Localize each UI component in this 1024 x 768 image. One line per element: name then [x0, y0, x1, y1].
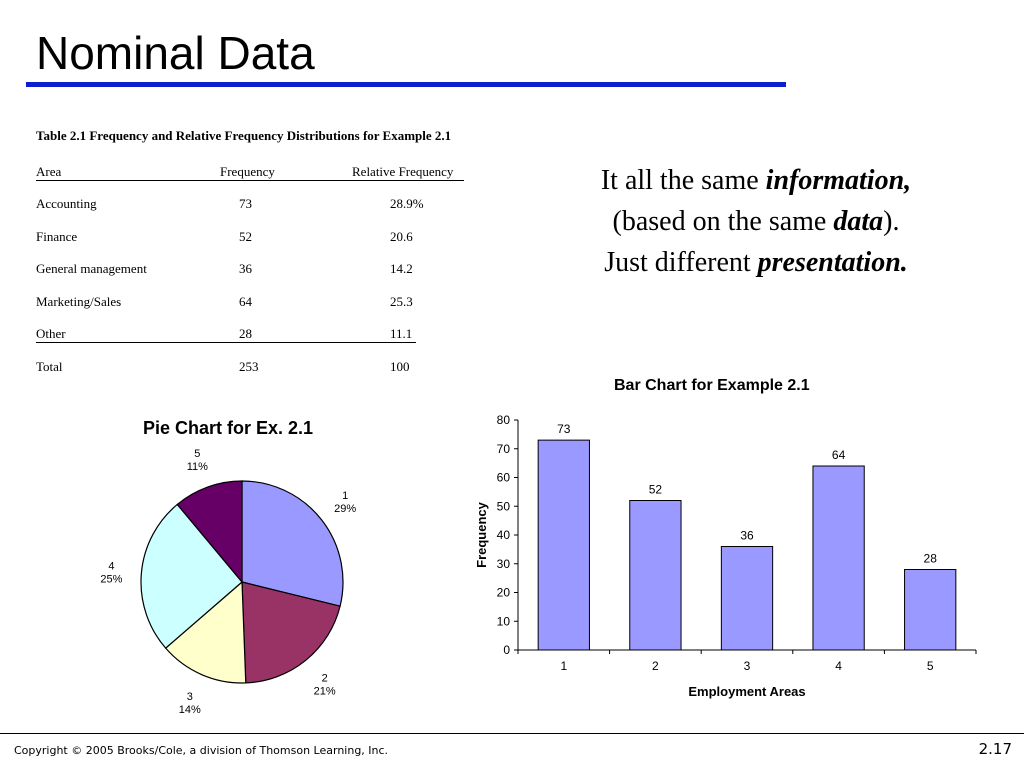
pie-percent-label: 14% — [179, 704, 201, 716]
cell-relative-frequency: 14.2 — [390, 261, 413, 276]
header-area: Area — [36, 164, 62, 179]
bar-data-label: 52 — [649, 483, 663, 497]
cell-frequency: 253 — [239, 359, 259, 374]
key-message: It all the same information, (based on t… — [556, 160, 956, 283]
cell-frequency: 64 — [239, 294, 252, 309]
x-tick-label: 3 — [744, 659, 751, 673]
slide-title: Nominal Data — [36, 27, 315, 79]
x-tick-label: 1 — [560, 659, 567, 673]
cell-area: Accounting — [36, 196, 97, 211]
pie-percent-label: 25% — [100, 573, 122, 585]
pie-slice — [241, 480, 344, 607]
message-text: It all the same — [600, 165, 766, 196]
message-line-2: (based on the same data). — [556, 201, 956, 242]
footer-divider — [0, 733, 1024, 734]
bar — [812, 465, 865, 651]
table-header: Area Frequency Relative Frequency — [36, 164, 466, 182]
header-frequency: Frequency — [220, 164, 275, 179]
table-row: Accounting 73 28.9% — [36, 196, 466, 214]
header-relative-frequency: Relative Frequency — [352, 164, 454, 179]
y-axis-title: Frequency — [474, 501, 489, 568]
message-line-1: It all the same information, — [556, 160, 956, 201]
table-row: Other 28 11.1 — [36, 326, 466, 344]
cell-relative-frequency: 20.6 — [390, 229, 413, 244]
bar-data-label: 36 — [740, 529, 754, 543]
pie-category-label: 3 — [187, 691, 193, 703]
message-text: Just different — [604, 247, 758, 278]
cell-relative-frequency: 11.1 — [390, 326, 413, 341]
pie-chart: 129% 221% 314% 425% 511% — [100, 448, 356, 716]
bar-data-label: 64 — [832, 448, 846, 462]
title-underline — [26, 82, 786, 87]
pie-chart-title: Pie Chart for Ex. 2.1 — [143, 418, 314, 438]
pie-category-label: 1 — [342, 490, 348, 502]
pie-percent-label: 21% — [314, 686, 336, 698]
message-emphasis: presentation. — [757, 247, 908, 278]
cell-relative-frequency: 100 — [390, 359, 410, 374]
table-row: General management 36 14.2 — [36, 261, 466, 279]
y-tick-label: 10 — [497, 614, 511, 628]
message-line-3: Just different presentation. — [556, 242, 956, 283]
pie-percent-label: 11% — [187, 461, 208, 473]
y-tick-label: 0 — [503, 643, 510, 657]
pie-category-label: 5 — [194, 448, 200, 460]
bar-data-label: 28 — [924, 552, 938, 566]
bar-chart: 0 10 20 30 40 50 60 70 80 73 1 52 2 36 3 64 4 28 5 Employme… — [474, 413, 977, 699]
cell-frequency: 73 — [239, 196, 252, 211]
table-row: Finance 52 20.6 — [36, 229, 466, 247]
y-tick-label: 50 — [497, 499, 511, 513]
y-tick-label: 30 — [497, 557, 511, 571]
x-tick-label: 2 — [652, 659, 659, 673]
cell-area: Finance — [36, 229, 78, 244]
cell-area: Total — [36, 359, 63, 374]
y-tick-label: 20 — [497, 586, 511, 600]
bar — [537, 439, 590, 651]
x-tick-label: 4 — [835, 659, 842, 673]
cell-frequency: 36 — [239, 261, 252, 276]
message-emphasis: data — [833, 206, 884, 237]
pie-category-label: 4 — [108, 560, 114, 572]
cell-area: Marketing/Sales — [36, 294, 122, 309]
x-axis-title: Employment Areas — [688, 684, 805, 699]
y-tick-label: 80 — [497, 413, 511, 427]
y-tick-label: 60 — [497, 471, 511, 485]
message-emphasis: information, — [765, 165, 912, 196]
pie-percent-label: 29% — [334, 503, 356, 515]
cell-area: General management — [36, 261, 147, 276]
bar-data-label: 73 — [557, 422, 571, 436]
pie-category-label: 2 — [322, 673, 328, 685]
x-tick-label: 5 — [927, 659, 934, 673]
table-caption: Table 2.1 Frequency and Relative Frequen… — [36, 128, 452, 143]
pie-slice — [140, 503, 243, 649]
pie-slice — [164, 580, 247, 684]
cell-frequency: 52 — [239, 229, 252, 244]
pie-slice — [176, 480, 243, 584]
slide-number: 2.17 — [978, 740, 1012, 758]
message-text: ). — [883, 206, 900, 237]
table-row: Total 253 100 — [36, 359, 466, 377]
bar — [904, 569, 957, 651]
cell-relative-frequency: 25.3 — [390, 294, 413, 309]
copyright-footer: Copyright © 2005 Brooks/Cole, a division… — [14, 744, 389, 757]
y-tick-label: 40 — [497, 528, 511, 542]
pie-slice — [241, 581, 341, 684]
cell-relative-frequency: 28.9% — [390, 196, 424, 211]
cell-frequency: 28 — [239, 326, 252, 341]
bar — [720, 546, 774, 651]
cell-area: Other — [36, 326, 66, 341]
bar — [629, 500, 682, 651]
table-row: Marketing/Sales 64 25.3 — [36, 294, 466, 312]
row-underline — [36, 342, 416, 343]
header-underline — [36, 180, 464, 181]
message-text: (based on the same — [612, 206, 834, 237]
y-tick-label: 70 — [497, 442, 511, 456]
bar-chart-title: Bar Chart for Example 2.1 — [614, 377, 810, 394]
